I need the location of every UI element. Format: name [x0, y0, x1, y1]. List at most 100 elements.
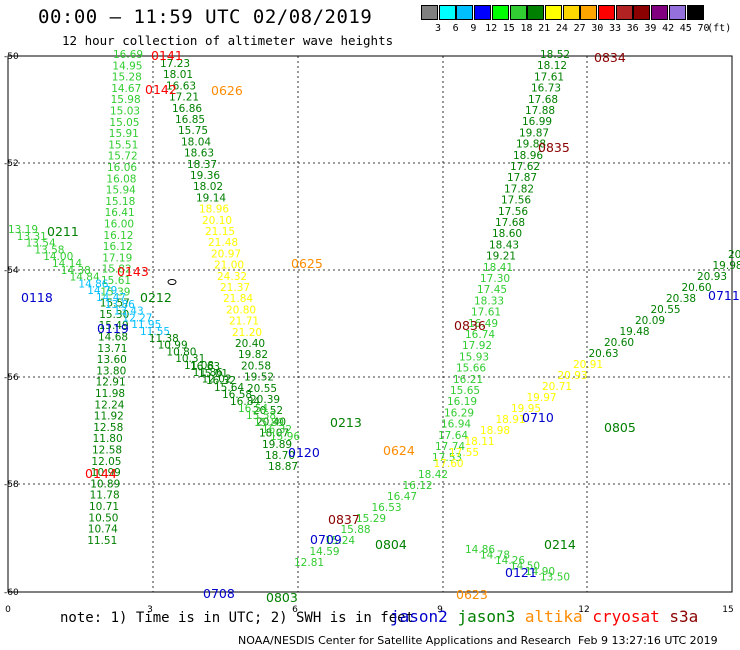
- wave-height-value: 18.63: [184, 148, 214, 160]
- wave-height-value: 16.63: [190, 361, 220, 373]
- wave-height-value: 11.08: [184, 360, 214, 372]
- wave-height-value: 20.91: [573, 359, 603, 371]
- legend-label: 9: [470, 23, 477, 34]
- wave-height-value: 20.63: [589, 348, 619, 360]
- wave-height-value: 16.19: [447, 396, 477, 408]
- wave-height-value: 18.60: [492, 228, 522, 240]
- legend-label: 70: [697, 23, 710, 34]
- plot-frame: [7, 55, 733, 593]
- wave-height-value: 14.26: [495, 555, 525, 567]
- legend-swatch: [474, 5, 492, 20]
- wave-height-value: 17.19: [102, 252, 132, 264]
- wave-height-value: 13.54: [26, 238, 56, 250]
- legend-swatch: [544, 5, 562, 20]
- wave-height-value: 19.14: [196, 192, 226, 204]
- map-title: 00:00 – 11:59 UTC 02/08/2019: [38, 6, 373, 28]
- wave-height-value: 17.61: [534, 71, 564, 83]
- pass-label: 0213: [330, 415, 362, 430]
- wave-height-value: 12.02: [202, 374, 232, 386]
- wave-height-value: 24.32: [217, 271, 247, 283]
- wave-height-value: 10.50: [88, 512, 118, 524]
- wave-height-value: 18.12: [537, 60, 567, 72]
- wave-height-value: 16.94: [441, 419, 471, 431]
- wave-height-value: 20.60: [682, 282, 712, 294]
- satellite-key-altika: altika: [524, 607, 593, 626]
- wave-height-value: 18.43: [489, 239, 519, 251]
- wave-height-value: 16.06: [107, 162, 137, 174]
- wave-height-value: 15.58: [246, 410, 276, 422]
- y-tick-label: -52: [4, 159, 19, 169]
- wave-height-value: 11.38: [149, 333, 179, 345]
- wave-height-value: 16.00: [104, 219, 134, 231]
- wave-height-value: 16.85: [175, 114, 205, 126]
- pass-label: 0142: [145, 82, 177, 97]
- wave-height-value: 21.15: [205, 226, 235, 238]
- y-tick-label: -56: [4, 373, 19, 383]
- wave-height-value: 10.89: [90, 478, 120, 490]
- wave-height-value: 12.24: [94, 399, 124, 411]
- legend-label: 45: [679, 23, 692, 34]
- wave-height-value: 19.98: [713, 260, 740, 272]
- wave-height-value: 15.05: [109, 117, 139, 129]
- wave-height-value: 12.27: [122, 312, 152, 324]
- map-subtitle: 12 hour collection of altimeter wave hei…: [62, 33, 394, 48]
- wave-height-value: 14.90: [525, 566, 555, 578]
- wave-height-value: 19.36: [190, 170, 220, 182]
- wave-height-value: 12.58: [93, 422, 123, 434]
- legend-label: 33: [608, 23, 622, 34]
- wave-height-value: 16.58: [222, 389, 252, 401]
- wave-height-value: 14.14: [52, 258, 82, 270]
- wave-height-value: 18.41: [483, 262, 513, 274]
- wave-height-value: 11.80: [93, 433, 123, 445]
- wave-height-value: 20.55: [651, 304, 681, 316]
- wave-height-value: 17.60: [434, 458, 464, 470]
- wave-height-value: 10.99: [158, 340, 188, 352]
- wave-height-value: 15.94: [106, 185, 136, 197]
- pass-label: 0144: [85, 466, 117, 481]
- legend-unit: (ft): [707, 23, 732, 34]
- wave-height-value: 18.96: [199, 204, 229, 216]
- wave-height-value: 20.93: [697, 271, 727, 283]
- wave-height-value: 17.92: [462, 340, 492, 352]
- wave-height-value: 16.21: [453, 374, 483, 386]
- wave-height-value: 15.01: [198, 368, 228, 380]
- wave-height-value: 19.87: [519, 127, 549, 139]
- wave-height-value: 21.84: [223, 293, 253, 305]
- wave-height-value: 16.63: [166, 80, 196, 92]
- wave-height-value: 20.10: [202, 215, 232, 227]
- wave-height-value: 14.79: [87, 285, 117, 297]
- legend-swatch: [615, 5, 633, 20]
- y-tick-label: -54: [4, 266, 19, 276]
- wave-height-value: 18.91: [496, 414, 526, 426]
- axis-ticks: 0 3 6 9 12 15 -50 -52 -54 -56 -58 -60: [4, 52, 734, 615]
- wave-height-value: 15.93: [459, 351, 489, 363]
- wave-height-value: 17.56: [501, 195, 531, 207]
- wave-height-value: 17.53: [432, 452, 462, 464]
- wave-height-value: 15.61: [101, 275, 131, 287]
- wave-height-value: 19.21: [486, 251, 516, 263]
- wave-height-value: 16.69: [113, 49, 143, 61]
- wave-height-value: 11.86: [193, 367, 223, 379]
- wave-height-value: 11.92: [94, 411, 124, 423]
- wave-height-value: 11.55: [140, 326, 170, 338]
- legend-label: 24: [555, 23, 568, 34]
- wave-height-value: 19.82: [238, 349, 268, 361]
- wave-height-value: 16.12: [403, 480, 433, 492]
- wave-height-value: 15.96: [270, 431, 300, 443]
- wave-height-value: 10.74: [88, 524, 118, 536]
- wave-height-value: 17.68: [528, 94, 558, 106]
- y-tick-label: -58: [4, 480, 19, 490]
- wave-height-value: 18.01: [163, 69, 193, 81]
- wave-height-value: 14.68: [98, 332, 128, 344]
- pass-label: 0141: [151, 48, 183, 63]
- wave-height-value: 15.98: [111, 94, 141, 106]
- wave-height-value: 13.43: [114, 306, 144, 318]
- wave-height-value: 15.49: [99, 320, 129, 332]
- wave-height-value: 20.40: [235, 338, 265, 350]
- wave-height-value: 16.32: [262, 424, 292, 436]
- island-outline: [167, 279, 177, 285]
- wave-height-value: 15.28: [112, 72, 142, 84]
- wave-height-value: 12.91: [96, 377, 126, 389]
- legend-label: 18: [520, 23, 533, 34]
- legend-swatch: [438, 5, 456, 20]
